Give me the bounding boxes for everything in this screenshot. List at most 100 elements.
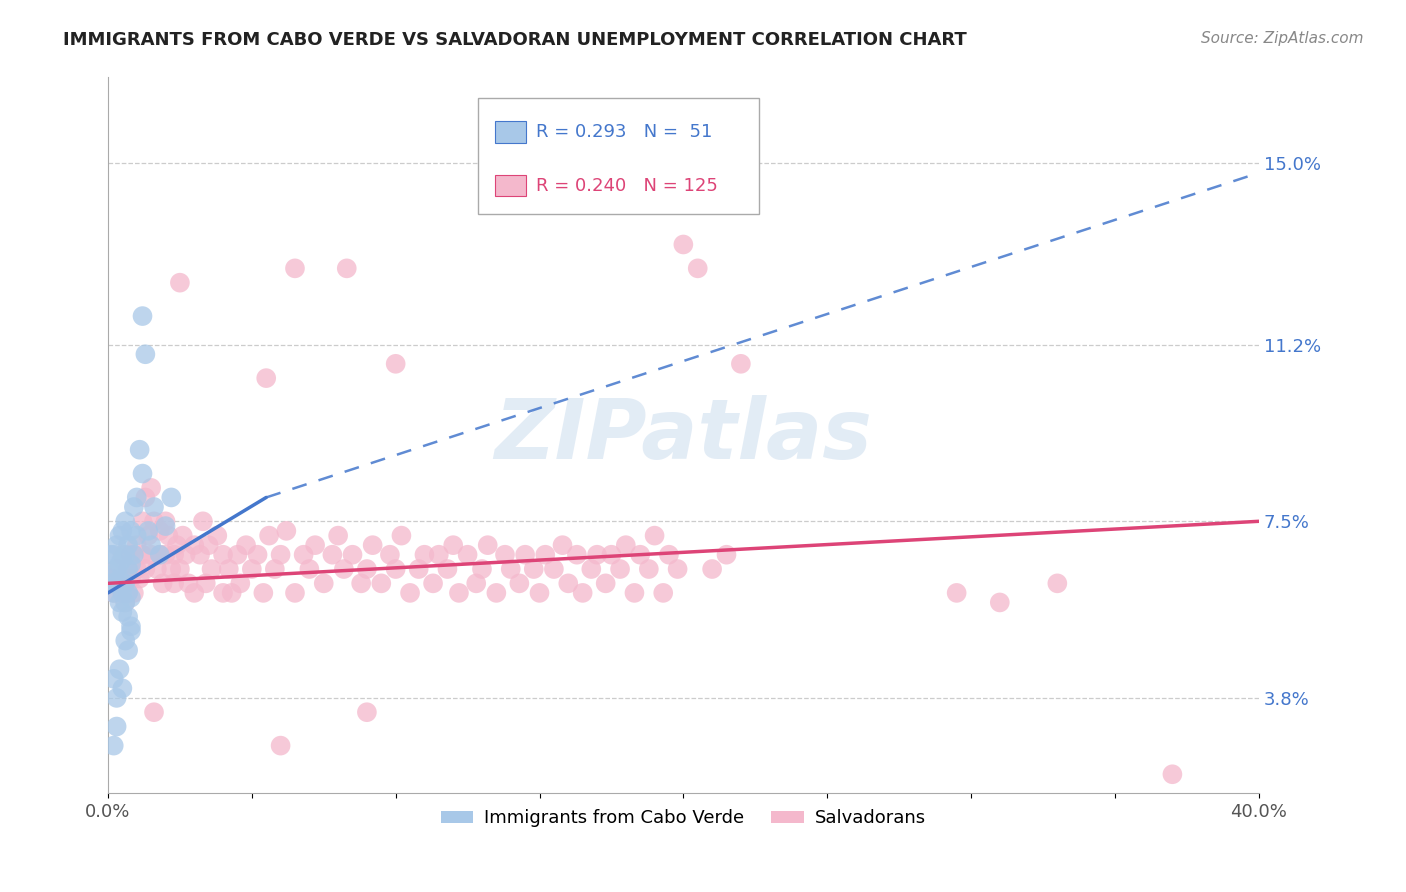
Point bbox=[149, 548, 172, 562]
Point bbox=[218, 562, 240, 576]
Point bbox=[391, 528, 413, 542]
Point bbox=[614, 538, 637, 552]
Point bbox=[252, 586, 274, 600]
Point bbox=[114, 595, 136, 609]
Point bbox=[600, 548, 623, 562]
Point bbox=[413, 548, 436, 562]
Point bbox=[284, 261, 307, 276]
Point bbox=[108, 528, 131, 542]
Point bbox=[108, 558, 131, 572]
Point bbox=[155, 519, 177, 533]
Point bbox=[160, 491, 183, 505]
Point bbox=[257, 528, 280, 542]
Point bbox=[134, 347, 156, 361]
Point bbox=[529, 586, 551, 600]
Point bbox=[117, 538, 139, 552]
Point bbox=[117, 562, 139, 576]
Point bbox=[321, 548, 343, 562]
Point bbox=[427, 548, 450, 562]
Point bbox=[134, 562, 156, 576]
Point bbox=[143, 500, 166, 514]
Point bbox=[122, 586, 145, 600]
Point bbox=[120, 591, 142, 605]
Point bbox=[155, 548, 177, 562]
Point bbox=[730, 357, 752, 371]
Point bbox=[103, 548, 125, 562]
Point bbox=[207, 528, 229, 542]
Point bbox=[152, 576, 174, 591]
Point bbox=[108, 662, 131, 676]
Point bbox=[100, 576, 122, 591]
Point bbox=[103, 566, 125, 581]
Point bbox=[229, 576, 252, 591]
Point bbox=[131, 514, 153, 528]
Text: ZIPatlas: ZIPatlas bbox=[495, 395, 872, 476]
Point bbox=[441, 538, 464, 552]
Point bbox=[465, 576, 488, 591]
Point bbox=[609, 562, 631, 576]
Point bbox=[197, 538, 219, 552]
Point bbox=[356, 705, 378, 719]
Text: R = 0.293   N =  51: R = 0.293 N = 51 bbox=[536, 123, 711, 141]
Point bbox=[508, 576, 530, 591]
Point bbox=[523, 562, 546, 576]
Point bbox=[114, 595, 136, 609]
Point bbox=[191, 514, 214, 528]
Point bbox=[194, 576, 217, 591]
Point bbox=[304, 538, 326, 552]
Point bbox=[131, 309, 153, 323]
Point bbox=[652, 586, 675, 600]
Point bbox=[108, 572, 131, 586]
Point bbox=[336, 261, 359, 276]
Point bbox=[139, 538, 162, 552]
Point bbox=[342, 548, 364, 562]
Point bbox=[111, 524, 134, 538]
Point bbox=[111, 586, 134, 600]
Point bbox=[551, 538, 574, 552]
Point bbox=[105, 690, 128, 705]
Point bbox=[105, 576, 128, 591]
Point bbox=[298, 562, 321, 576]
Point bbox=[499, 562, 522, 576]
Point bbox=[436, 562, 458, 576]
Point bbox=[114, 572, 136, 586]
Point bbox=[105, 562, 128, 576]
Point bbox=[1046, 576, 1069, 591]
Point bbox=[513, 548, 536, 562]
Point bbox=[166, 538, 188, 552]
Point bbox=[422, 576, 444, 591]
Point bbox=[149, 524, 172, 538]
Point bbox=[117, 562, 139, 576]
Point bbox=[105, 562, 128, 576]
Point bbox=[686, 261, 709, 276]
Point bbox=[384, 562, 406, 576]
Point bbox=[163, 576, 186, 591]
Point bbox=[163, 548, 186, 562]
Point bbox=[945, 586, 967, 600]
Point bbox=[117, 586, 139, 600]
Point bbox=[471, 562, 494, 576]
Text: R = 0.240   N = 125: R = 0.240 N = 125 bbox=[536, 177, 717, 194]
Point bbox=[350, 576, 373, 591]
Point bbox=[246, 548, 269, 562]
Point bbox=[370, 576, 392, 591]
Point bbox=[136, 524, 159, 538]
Point bbox=[188, 548, 211, 562]
Point bbox=[103, 586, 125, 600]
Point bbox=[120, 558, 142, 572]
Point bbox=[172, 528, 194, 542]
Point bbox=[270, 548, 292, 562]
Point bbox=[716, 548, 738, 562]
Point bbox=[169, 276, 191, 290]
Point bbox=[143, 705, 166, 719]
Point bbox=[672, 237, 695, 252]
Point bbox=[128, 442, 150, 457]
Point bbox=[284, 586, 307, 600]
Point bbox=[125, 491, 148, 505]
Point bbox=[114, 548, 136, 562]
Point bbox=[117, 643, 139, 657]
Point bbox=[131, 467, 153, 481]
Point bbox=[292, 548, 315, 562]
Point bbox=[139, 548, 162, 562]
Point bbox=[103, 672, 125, 686]
